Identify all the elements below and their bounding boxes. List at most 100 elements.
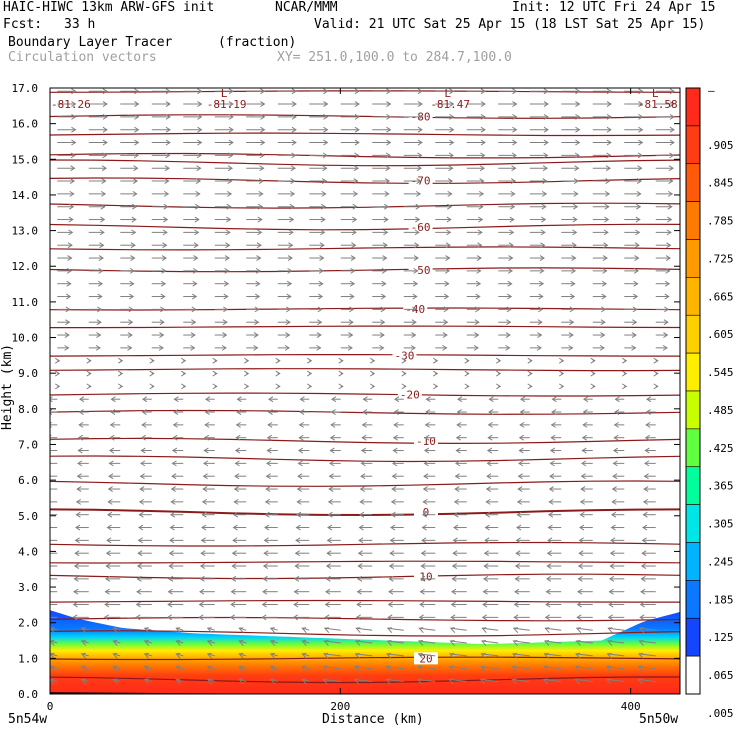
wind-vector-head — [480, 652, 486, 659]
wind-vector-head — [238, 640, 244, 646]
wind-vector-head — [112, 665, 118, 672]
wind-vector-head — [260, 139, 266, 146]
wind-vector-head — [449, 139, 455, 146]
wind-vector-head — [391, 486, 397, 492]
wind-vector-shaft — [323, 679, 341, 683]
wind-vector-head — [540, 229, 546, 236]
wind-vector-head — [558, 383, 565, 390]
wind-vector-head — [77, 447, 83, 454]
wind-vector-head — [191, 319, 197, 326]
wind-vector-head — [223, 306, 229, 313]
wind-vector-head — [386, 640, 392, 646]
wind-vector-head — [329, 434, 336, 441]
wind-vector-shaft — [323, 653, 341, 657]
wind-vector-head — [442, 332, 448, 338]
wind-vector-head — [358, 537, 364, 544]
colorbar-frame — [685, 87, 701, 695]
wind-vector-head — [168, 563, 174, 569]
wind-vector-head — [570, 267, 577, 274]
wind-vector-head — [86, 357, 92, 364]
wind-vector-head — [70, 152, 76, 159]
wind-vector-head — [632, 319, 638, 326]
wind-vector-head — [323, 640, 329, 646]
wind-vector-head — [480, 113, 486, 120]
wind-vector-head — [269, 678, 276, 685]
wind-vector-head — [666, 242, 672, 249]
wind-vector-head — [391, 473, 397, 480]
wind-vector-head — [483, 550, 489, 557]
wind-vector-head — [294, 563, 300, 569]
wind-vector-head — [262, 563, 269, 569]
y-tick-label: 15.0 — [12, 153, 39, 166]
wind-vector-head — [605, 178, 611, 184]
wind-vector-head — [180, 383, 187, 390]
wind-vector-head — [291, 88, 297, 95]
wind-vector-head — [133, 165, 139, 172]
wind-vector-head — [322, 678, 328, 685]
wind-vector-head — [46, 487, 50, 492]
wind-vector-head — [572, 203, 579, 210]
wind-vector-head — [323, 88, 329, 95]
wind-vector-head — [455, 434, 462, 441]
wind-vector-head — [476, 267, 482, 274]
wind-vector-head — [230, 601, 236, 608]
wind-vector-head — [169, 511, 176, 518]
wind-vector-head — [641, 537, 647, 544]
wind-vector-head — [424, 434, 430, 441]
wind-vector-head — [190, 344, 196, 351]
wind-vector-head — [569, 306, 575, 313]
wind-vector-head — [486, 460, 492, 467]
wind-vector-head — [474, 332, 480, 338]
wind-vector-head — [286, 293, 292, 300]
wind-vector-head — [44, 538, 48, 543]
wind-vector-head — [54, 357, 61, 364]
wind-vector-head — [319, 255, 325, 261]
wind-vector-head — [605, 165, 612, 172]
wind-vector-head — [257, 216, 263, 223]
wind-vector-head — [231, 563, 237, 569]
wind-vector-head — [385, 678, 391, 685]
temperature-contour-line — [50, 573, 680, 580]
wind-vector-head — [264, 524, 270, 531]
wind-vector-shaft — [544, 640, 562, 644]
wind-vector-head — [330, 409, 336, 415]
wind-vector-head — [149, 357, 155, 364]
wind-vector-head — [635, 229, 641, 236]
wind-vector-head — [600, 319, 606, 326]
wind-vector-shaft — [638, 679, 656, 683]
wind-vector-head — [539, 255, 545, 261]
wind-vector-head — [637, 665, 644, 672]
wind-vector-head — [323, 101, 329, 107]
wind-vector-head — [638, 101, 644, 107]
wind-vector-head — [606, 139, 612, 146]
wind-vector-head — [350, 255, 356, 261]
wind-vector-head — [547, 537, 553, 544]
wind-vector-head — [484, 537, 490, 544]
wind-vector-head — [527, 383, 533, 390]
wind-vector-head — [543, 640, 550, 646]
wind-vector-head — [509, 216, 515, 223]
wind-vector-head — [549, 460, 555, 467]
wind-vector-head — [175, 627, 181, 634]
wind-vector-head — [291, 101, 297, 107]
wind-vector-head — [202, 486, 208, 492]
wind-vector-head — [446, 203, 453, 210]
wind-vector-head — [518, 447, 524, 454]
wind-vector-head — [243, 370, 250, 377]
wind-vector-head — [632, 293, 639, 300]
wind-vector-shaft — [387, 640, 404, 644]
wind-vector-head — [633, 280, 639, 287]
wind-vector-shaft — [607, 653, 625, 657]
wind-vector-head — [238, 665, 244, 672]
wind-vector-head — [102, 101, 108, 107]
wind-vector-shaft — [324, 627, 341, 631]
wind-vector-head — [354, 665, 360, 672]
wind-vector-head — [631, 332, 637, 338]
x-tick-label: 200 — [330, 700, 350, 713]
wind-vector-head — [325, 575, 331, 582]
wind-vector-head — [348, 319, 354, 326]
wind-vector-head — [134, 139, 140, 146]
wind-vector-head — [634, 242, 640, 249]
x-tick-label: 400 — [621, 700, 641, 713]
temperature-contour-line — [50, 392, 680, 397]
